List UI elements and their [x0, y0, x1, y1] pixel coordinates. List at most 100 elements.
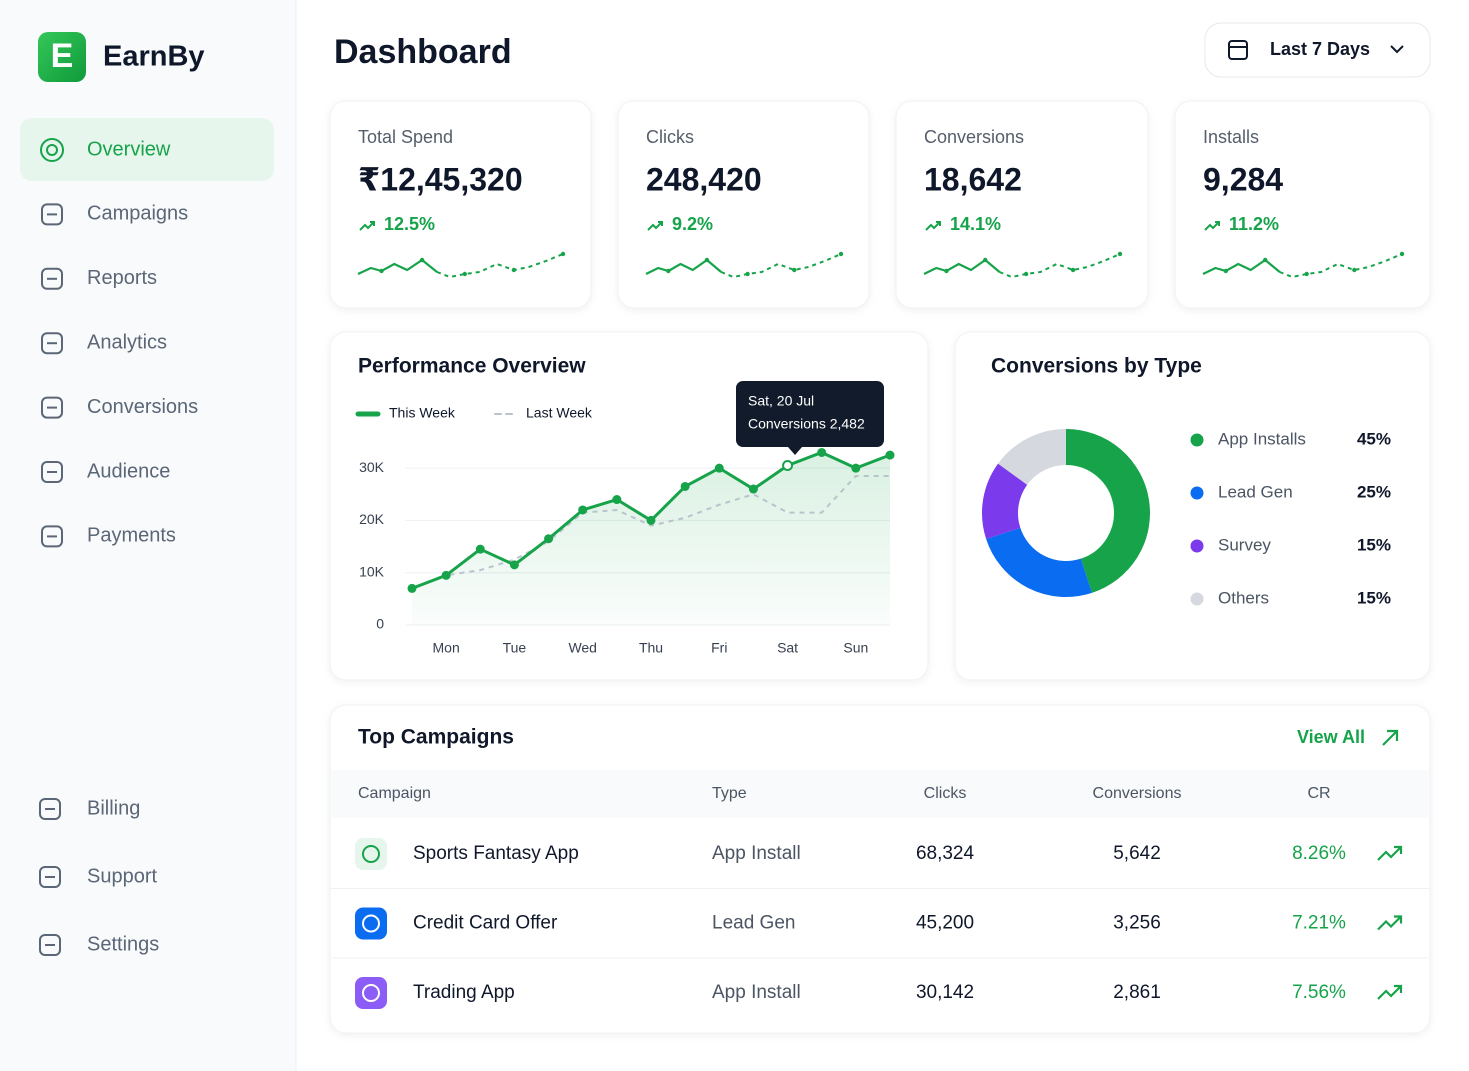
cell: App Install — [712, 982, 801, 1003]
sparkline-dot — [792, 267, 797, 273]
sparkline-dot — [666, 268, 671, 274]
column-header: CR — [1307, 785, 1330, 802]
legend-label: Lead Gen — [1218, 482, 1293, 501]
nav-icon — [41, 525, 63, 548]
sparkline-dot — [1352, 267, 1357, 273]
column-header: Campaign — [358, 785, 431, 802]
page-title: Dashboard — [334, 33, 512, 71]
legend-dot — [1190, 539, 1204, 553]
row-icon — [362, 845, 380, 863]
kpi-value: 18,642 — [924, 161, 1022, 197]
kpi-card — [329, 100, 592, 309]
x-tick-label: Sun — [843, 640, 868, 656]
point — [475, 544, 485, 554]
nav-item[interactable]: Billing — [87, 797, 140, 819]
kpi-change: 12.5% — [384, 214, 435, 234]
kpi-change: 11.2% — [1229, 214, 1279, 234]
x-tick-label: Wed — [568, 640, 597, 656]
trend-icon — [1377, 845, 1403, 861]
logo — [38, 32, 86, 82]
legend-label: App Installs — [1218, 429, 1306, 448]
x-tick-label: Fri — [711, 640, 727, 656]
kpi-card — [895, 100, 1149, 309]
sparkline-dot — [1070, 267, 1076, 273]
nav-item[interactable]: Analytics — [87, 331, 167, 353]
column-header: Clicks — [924, 785, 967, 802]
kpi-value: ₹12,45,320 — [358, 161, 523, 197]
logo-letter: E — [51, 37, 74, 75]
row-icon — [362, 984, 380, 1002]
cell: 7.56% — [1292, 982, 1346, 1003]
sparkline-dot — [745, 271, 750, 277]
chart-title: Conversions by Type — [991, 355, 1202, 378]
row-icon — [355, 977, 387, 1009]
nav-icon — [39, 866, 61, 888]
brand: EarnBy — [103, 41, 205, 73]
nav-item[interactable]: Payments — [87, 525, 176, 547]
nav-item[interactable]: Audience — [87, 460, 170, 482]
donut-segment — [982, 463, 1028, 539]
kpi-change: 14.1% — [950, 214, 1001, 234]
nav-item[interactable]: Support — [87, 865, 157, 887]
chart-card — [954, 331, 1431, 681]
tooltip-text: Sat, 20 Jul — [748, 393, 814, 409]
nav-item[interactable]: Overview — [87, 138, 171, 160]
point — [748, 484, 758, 494]
line — [411, 474, 890, 590]
donut-segment — [998, 429, 1067, 486]
cell: 68,324 — [916, 843, 975, 864]
y-tick-label: 0 — [376, 616, 384, 632]
y-tick-label: 20K — [359, 511, 385, 527]
point — [851, 463, 861, 473]
sparkline-dot — [704, 257, 710, 263]
nav-icon — [46, 144, 58, 156]
column-header: Conversions — [1093, 785, 1182, 802]
point — [646, 515, 656, 525]
sparkline-dot — [1023, 271, 1029, 277]
x-tick-label: Thu — [639, 640, 663, 656]
view-all[interactable]: View All — [1297, 727, 1365, 747]
kpi-value: 248,420 — [646, 161, 762, 197]
table-title: Top Campaigns — [358, 726, 514, 749]
nav-icon — [39, 798, 61, 820]
sparkline-dot — [419, 257, 425, 263]
cell: 2,861 — [1113, 982, 1161, 1003]
x-tick-label: Sat — [777, 640, 798, 656]
nav-icon — [41, 267, 63, 290]
date-range[interactable]: Last 7 Days — [1270, 39, 1370, 59]
sparkline-dot — [1117, 251, 1123, 257]
tooltip-tail — [788, 447, 802, 455]
legend-label: Survey — [1218, 535, 1271, 554]
nav-icon — [41, 461, 63, 483]
sparkline-dot — [511, 267, 517, 273]
sparkline-dot — [944, 268, 949, 274]
point — [714, 463, 724, 473]
nav-icon — [41, 332, 63, 355]
point — [885, 450, 895, 460]
nav-icon — [41, 396, 63, 419]
trend-icon — [647, 221, 663, 231]
trend-icon — [1377, 984, 1403, 1000]
nav-active[interactable] — [20, 118, 274, 181]
cell: 5,642 — [1113, 843, 1161, 864]
value-label: 45% — [1357, 429, 1391, 448]
date-picker[interactable] — [1204, 22, 1431, 78]
sparkline-dot — [838, 251, 844, 257]
cell: 7.21% — [1292, 913, 1346, 934]
trend-icon — [1377, 915, 1403, 931]
y-tick-label: 30K — [359, 459, 385, 475]
point — [817, 447, 827, 457]
column-header: Type — [712, 785, 747, 802]
nav-item[interactable]: Reports — [87, 267, 157, 289]
nav-item[interactable]: Settings — [87, 933, 159, 955]
point — [407, 583, 417, 593]
sparkline-dot — [560, 251, 566, 257]
legend-label: This Week — [389, 405, 456, 421]
nav-icon — [39, 934, 61, 956]
sparkline-dot — [1262, 257, 1268, 263]
nav-item[interactable]: Conversions — [87, 396, 198, 418]
nav-item[interactable]: Campaigns — [87, 203, 188, 225]
nav-icon — [40, 138, 64, 162]
row-icon — [362, 914, 380, 933]
